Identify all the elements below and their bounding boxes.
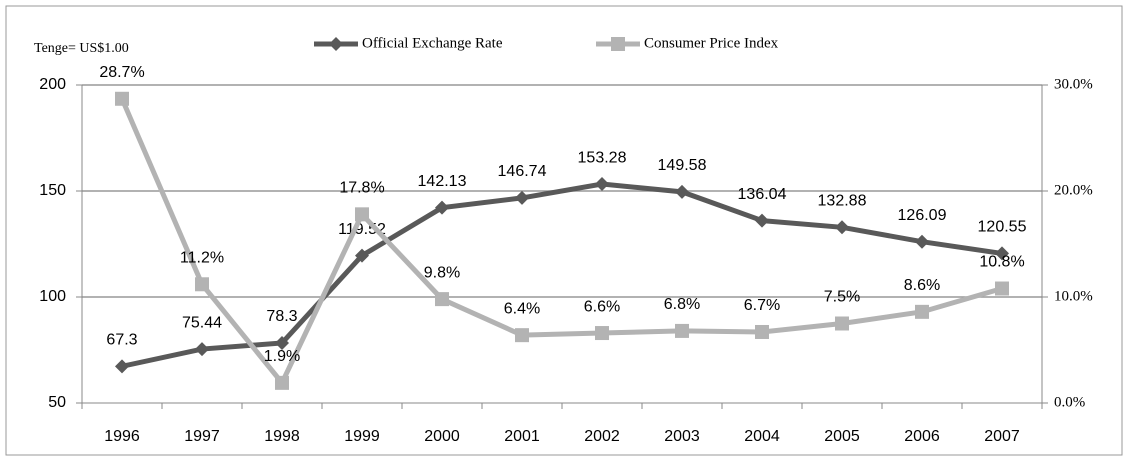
y-tick-label: 200 — [39, 76, 66, 93]
y-tick-label: 100 — [39, 288, 66, 305]
data-label: 7.5% — [824, 289, 860, 306]
x-tick-label: 1997 — [184, 428, 220, 445]
data-point — [515, 328, 529, 343]
y-tick-label: 50 — [48, 394, 66, 411]
data-point — [435, 292, 449, 307]
x-tick-label: 2005 — [824, 428, 860, 445]
data-point — [355, 207, 369, 222]
data-label: 8.6% — [904, 277, 940, 294]
data-point — [675, 323, 689, 338]
data-label: 28.7% — [99, 64, 144, 81]
data-label: 75.44 — [182, 314, 222, 331]
y-axis-label: Tenge= US$1.00 — [34, 41, 129, 56]
data-point — [675, 184, 689, 199]
data-point — [115, 91, 129, 106]
legend-label: Official Exchange Rate — [362, 35, 503, 51]
y2-tick-label: 10.0% — [1054, 288, 1093, 304]
y2-tick-label: 0.0% — [1054, 394, 1085, 410]
data-label: 120.55 — [978, 219, 1027, 236]
x-tick-label: 2003 — [664, 428, 700, 445]
series-line — [121, 181, 1003, 369]
legend-marker — [611, 37, 625, 51]
x-tick-label: 2007 — [984, 428, 1020, 445]
series-line — [119, 97, 1003, 388]
x-tick-label: 2006 — [904, 428, 940, 445]
data-point — [835, 316, 849, 331]
data-point — [515, 190, 529, 205]
data-point — [275, 375, 289, 390]
data-label: 11.2% — [180, 249, 224, 266]
data-label: 6.8% — [664, 296, 700, 313]
data-label: 142.13 — [418, 173, 467, 190]
data-label: 6.7% — [744, 297, 780, 314]
data-label: 67.3 — [106, 332, 137, 349]
data-label: 17.8% — [339, 180, 384, 197]
x-tick-label: 2002 — [584, 428, 620, 445]
data-label: 9.8% — [424, 264, 460, 281]
data-label: 126.09 — [898, 207, 947, 224]
data-label: 1.9% — [264, 348, 300, 365]
chart-frame — [5, 5, 1123, 456]
data-label: 132.88 — [818, 193, 867, 210]
data-label: 78.3 — [266, 308, 297, 325]
data-point — [915, 304, 929, 319]
data-point — [835, 220, 849, 235]
y2-tick-label: 20.0% — [1054, 182, 1093, 198]
data-label: 10.8% — [979, 254, 1024, 271]
legend-label: Consumer Price Index — [644, 35, 779, 51]
data-point — [755, 213, 769, 228]
data-point — [435, 200, 449, 215]
data-label: 153.28 — [578, 149, 627, 166]
data-point — [355, 248, 369, 263]
data-point — [995, 246, 1009, 261]
legend-marker — [329, 37, 343, 51]
data-point — [195, 342, 209, 357]
y-tick-label: 150 — [39, 182, 66, 199]
data-label: 146.74 — [498, 163, 547, 180]
x-tick-label: 1998 — [264, 428, 300, 445]
data-point — [115, 359, 129, 374]
data-point — [995, 281, 1009, 296]
data-point — [275, 336, 289, 351]
x-tick-label: 1999 — [344, 428, 380, 445]
x-tick-label: 2004 — [744, 428, 780, 445]
data-label: 6.4% — [504, 300, 540, 317]
y2-tick-label: 30.0% — [1054, 76, 1093, 92]
data-point — [195, 277, 209, 292]
data-point — [915, 234, 929, 249]
x-tick-label: 1996 — [104, 428, 140, 445]
data-label: 136.04 — [738, 186, 787, 203]
data-point — [595, 177, 609, 192]
data-point — [755, 324, 769, 339]
data-label: 6.6% — [584, 298, 620, 315]
x-tick-label: 2000 — [424, 428, 460, 445]
x-tick-label: 2001 — [504, 428, 540, 445]
data-label: 149.58 — [658, 157, 707, 174]
data-point — [595, 326, 609, 341]
